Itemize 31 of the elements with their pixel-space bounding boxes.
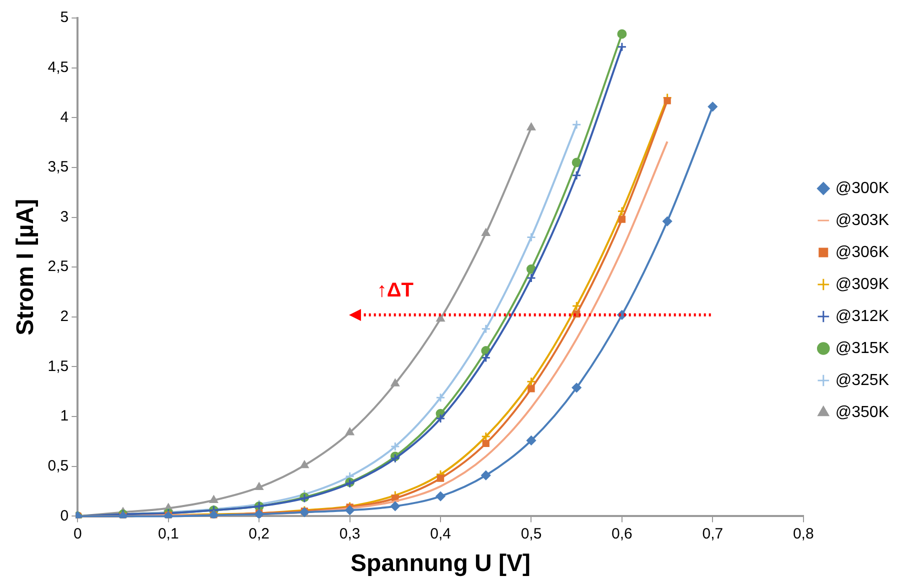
legend-label: @300K: [835, 180, 890, 197]
legend-label: @350K: [835, 404, 890, 421]
x-tick-label: 0,1: [158, 525, 179, 542]
legend-label: @303K: [835, 212, 890, 229]
y-tick-label: 0: [60, 507, 69, 524]
annotation: ↑ΔT: [376, 279, 414, 302]
y-tick-label: 2: [60, 308, 69, 326]
legend-label: @315K: [835, 340, 890, 357]
x-tick-label: 0,7: [702, 525, 724, 542]
x-tick-label: 0,8: [792, 525, 814, 542]
y-tick-label: 4: [60, 108, 69, 126]
y-axis-title: Strom I [µA]: [12, 198, 40, 336]
x-tick-label: 0: [73, 525, 82, 542]
y-tick-label: 4,5: [48, 58, 69, 76]
legend-label: @309K: [835, 276, 890, 293]
legend-label: @306K: [835, 244, 890, 261]
y-tick-label: 1: [60, 408, 69, 425]
x-tick-label: 0,2: [248, 525, 270, 542]
y-tick-label: 3,5: [48, 158, 69, 176]
x-tick-label: 0,4: [430, 525, 451, 542]
y-tick-label: 3: [60, 208, 69, 226]
x-tick-label: 0,5: [520, 525, 542, 542]
legend-label: @325K: [835, 372, 890, 389]
y-tick-label: 5: [60, 9, 69, 26]
x-tick-label: 0,3: [339, 525, 360, 542]
y-tick-label: 1,5: [48, 358, 69, 375]
legend-label: @312K: [835, 308, 890, 325]
y-tick-label: 0,5: [48, 458, 69, 475]
y-tick-label: 2,5: [48, 258, 69, 276]
x-axis-title: Spannung U [V]: [350, 550, 531, 578]
x-tick-label: 0,6: [612, 525, 632, 542]
